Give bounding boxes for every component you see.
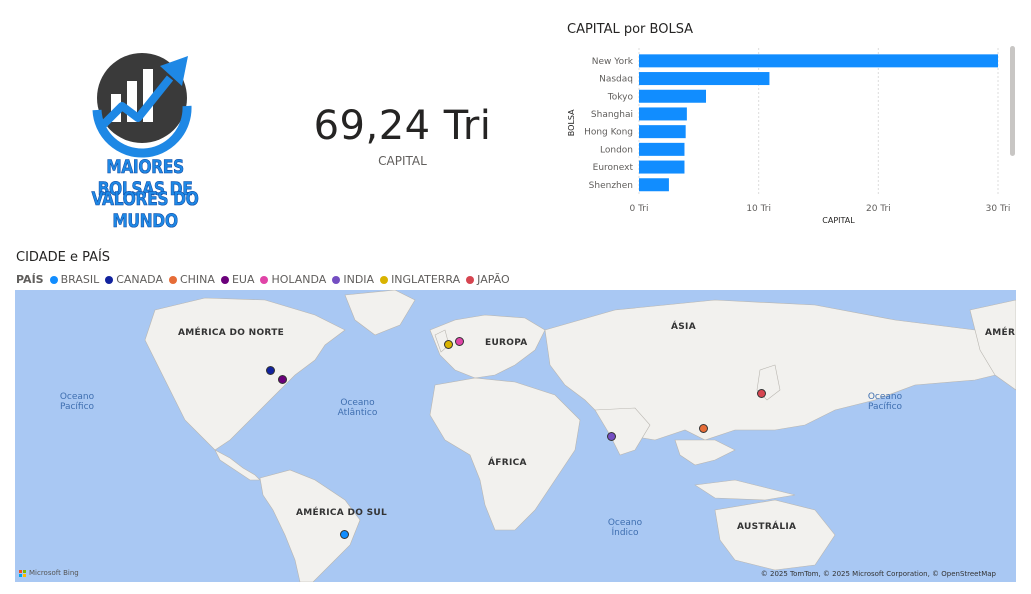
legend-label: CHINA bbox=[179, 273, 215, 286]
logo: MAIORES BOLSAS DE VALORES DO MUNDO bbox=[60, 48, 230, 232]
bar[interactable] bbox=[639, 54, 998, 68]
map-title: CIDADE e PAÍS bbox=[16, 250, 111, 265]
x-tick-label: 30 Tri bbox=[986, 204, 1011, 214]
marker-canada[interactable] bbox=[266, 366, 275, 375]
map-legend: PAÍS BRASIL CANADA CHINA EUA HOLANDA INDIA ING… bbox=[16, 273, 516, 286]
bar[interactable] bbox=[639, 107, 687, 121]
bar[interactable] bbox=[639, 142, 685, 156]
legend-title: PAÍS bbox=[16, 273, 44, 286]
marker-japao[interactable] bbox=[757, 389, 766, 398]
logo-line-2: VALORES DO MUNDO bbox=[91, 188, 199, 233]
map-land bbox=[144, 290, 1016, 582]
y-tick-label: Hong Kong bbox=[584, 128, 633, 138]
kpi-card[interactable]: 69,24 Tri CAPITAL bbox=[300, 100, 505, 168]
bar[interactable] bbox=[639, 125, 686, 139]
legend-label: INGLATERRA bbox=[391, 273, 461, 286]
legend-dot-icon bbox=[380, 275, 389, 284]
ocean-indian: Oceano Índico bbox=[607, 518, 643, 538]
label-asia: ÁSIA bbox=[671, 322, 696, 332]
legend-item-brasil[interactable]: BRASIL bbox=[49, 273, 100, 286]
kpi-value: 69,24 Tri bbox=[313, 103, 492, 149]
y-tick-label: Shanghai bbox=[591, 110, 633, 120]
legend-item-china[interactable]: CHINA bbox=[168, 273, 215, 286]
y-tick-label: New York bbox=[592, 57, 634, 67]
label-america-right: AMÉRI bbox=[985, 328, 1016, 338]
legend-dot-icon bbox=[260, 275, 269, 284]
bar[interactable] bbox=[639, 178, 669, 192]
marker-china[interactable] bbox=[699, 424, 708, 433]
legend-dot-icon bbox=[168, 275, 177, 284]
ocean-pacific-left: Oceano Pacífico bbox=[59, 392, 95, 412]
legend-dot-icon bbox=[105, 275, 114, 284]
ocean-pacific-right: Oceano Pacífico bbox=[867, 392, 903, 412]
logo-chart-icon bbox=[92, 53, 192, 158]
legend-item-japão[interactable]: JAPÃO bbox=[466, 273, 510, 286]
label-australia: AUSTRÁLIA bbox=[737, 522, 797, 532]
x-tick-label: 0 Tri bbox=[630, 204, 649, 214]
legend-item-india[interactable]: INDIA bbox=[332, 273, 374, 286]
x-tick-label: 20 Tri bbox=[866, 204, 891, 214]
legend-item-holanda[interactable]: HOLANDA bbox=[260, 273, 326, 286]
bar-chart-title: CAPITAL por BOLSA bbox=[567, 22, 694, 37]
legend-dot-icon bbox=[220, 275, 229, 284]
label-north-america: AMÉRICA DO NORTE bbox=[178, 328, 285, 338]
x-tick-label: 10 Tri bbox=[746, 204, 771, 214]
legend-label: INDIA bbox=[343, 273, 375, 286]
legend-dot-icon bbox=[49, 275, 58, 284]
map-attribution[interactable]: © 2025 TomTom, © 2025 Microsoft Corporat… bbox=[760, 570, 996, 578]
world-map[interactable]: AMÉRICA DO NORTE EUROPA ÁSIA ÁFRICA AMÉR… bbox=[15, 290, 1016, 582]
legend-label: EUA bbox=[231, 273, 255, 286]
marker-holanda[interactable] bbox=[455, 337, 464, 346]
legend-item-inglaterra[interactable]: INGLATERRA bbox=[380, 273, 460, 286]
legend-label: HOLANDA bbox=[271, 273, 327, 286]
label-africa: ÁFRICA bbox=[488, 458, 527, 468]
marker-eua[interactable] bbox=[278, 375, 287, 384]
bar-chart-scrollbar[interactable] bbox=[1010, 46, 1015, 156]
y-tick-label: Nasdaq bbox=[599, 75, 633, 85]
logo-line-1: MAIORES BOLSAS DE bbox=[97, 156, 193, 201]
legend-label: JAPÃO bbox=[477, 273, 510, 286]
y-axis-title: BOLSA bbox=[567, 109, 576, 136]
ocean-atlantic: Oceano Atlântico bbox=[337, 398, 378, 418]
legend-label: BRASIL bbox=[60, 273, 100, 286]
legend-item-canada[interactable]: CANADA bbox=[105, 273, 163, 286]
y-tick-label: Shenzhen bbox=[589, 181, 633, 191]
bar[interactable] bbox=[639, 89, 707, 103]
legend-dot-icon bbox=[332, 275, 341, 284]
bar[interactable] bbox=[639, 72, 770, 86]
y-tick-label: Tokyo bbox=[607, 92, 634, 102]
marker-inglaterra[interactable] bbox=[444, 340, 453, 349]
bar-chart[interactable]: 0 Tri 10 Tri 20 Tri 30 Tri New York Nasdaq Tok… bbox=[562, 40, 1017, 230]
legend-item-eua[interactable]: EUA bbox=[220, 273, 255, 286]
bing-logo: Microsoft Bing bbox=[19, 569, 79, 577]
label-europe: EUROPA bbox=[485, 338, 528, 348]
legend-dot-icon bbox=[466, 275, 475, 284]
y-tick-label: Euronext bbox=[593, 163, 634, 173]
bar[interactable] bbox=[639, 160, 685, 174]
bing-label: Microsoft Bing bbox=[29, 569, 79, 577]
marker-brasil[interactable] bbox=[340, 530, 349, 539]
marker-india[interactable] bbox=[607, 432, 616, 441]
microsoft-logo-icon bbox=[19, 569, 26, 577]
legend-label: CANADA bbox=[116, 273, 163, 286]
x-axis-title: CAPITAL bbox=[822, 216, 855, 225]
kpi-label: CAPITAL bbox=[378, 154, 427, 168]
label-south-america: AMÉRICA DO SUL bbox=[296, 508, 388, 518]
y-tick-label: London bbox=[600, 145, 633, 155]
